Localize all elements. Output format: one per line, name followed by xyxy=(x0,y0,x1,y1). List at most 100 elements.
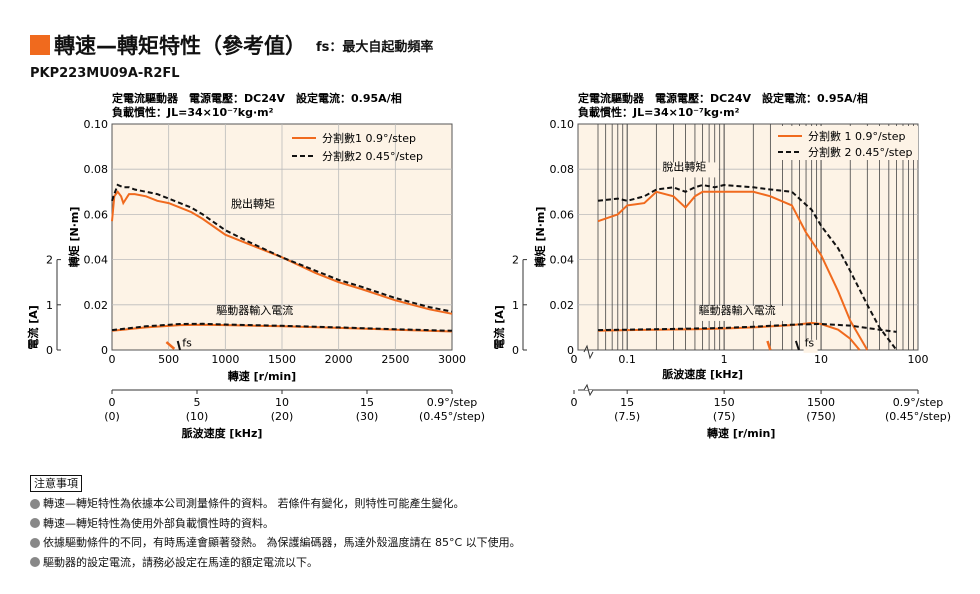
notes: 注意事項 轉速—轉矩特性為依據本公司測量條件的資料。 若條件有變化，則特性可能產… xyxy=(30,474,521,572)
annotation-current: 驅動器輸入電流 xyxy=(216,303,293,317)
axis-break-mark xyxy=(583,344,594,360)
pulse-tick-label: 0.9°/step xyxy=(427,396,478,409)
rpm-tick-label-2: (7.5) xyxy=(614,410,640,423)
x-tick-label: 1500 xyxy=(268,353,296,366)
current-tick-label: 1 xyxy=(46,299,53,312)
current-tick-label: 0 xyxy=(512,344,519,357)
y-tick-label: 0.06 xyxy=(84,208,109,221)
y-axis-label: 轉矩 [N·m] xyxy=(67,207,81,268)
y-tick-label: 0.02 xyxy=(550,299,575,312)
label-bg xyxy=(696,305,791,321)
pulse-tick-label: 10 xyxy=(275,396,289,409)
x-tick-label: 100 xyxy=(908,353,929,366)
rpm-tick-label: 0.9°/step xyxy=(893,396,944,409)
annotation-current: 驅動器輸入電流 xyxy=(699,303,776,317)
x-axis-label: 脈波速度 [kHz] xyxy=(662,367,743,381)
legend-label: 分割數 2 0.45°/step xyxy=(808,145,913,159)
fs-marker xyxy=(766,340,772,351)
current-axis-label: 電流 [A] xyxy=(26,305,40,349)
orange-square-icon xyxy=(30,35,50,55)
pulse-tick-label-2: (30) xyxy=(356,410,379,423)
y-axis-label: 轉矩 [N·m] xyxy=(533,207,547,268)
rpm-tick-label-2: (75) xyxy=(713,410,736,423)
rpm-tick-label-2: (750) xyxy=(806,410,836,423)
pulse-tick-label-2: (10) xyxy=(186,410,209,423)
series-line xyxy=(111,322,453,332)
y-tick-label: 0.04 xyxy=(550,254,575,267)
current-axis-label: 電流 [A] xyxy=(492,305,506,349)
x-tick-label: 3000 xyxy=(438,353,466,366)
model-name: PKP223MU09A-R2FL xyxy=(30,66,180,81)
chart-log: 定電流驅動器 電源電壓：DC24V 設定電流：0.95A/相負載慣性：JL=34… xyxy=(492,91,951,440)
pulse-tick-label: 0 xyxy=(109,396,116,409)
y-tick-label: 0.08 xyxy=(84,163,109,176)
rpm-tick-label: 15 xyxy=(620,396,634,409)
y-tick-label: 0 xyxy=(567,344,574,357)
bullet-icon xyxy=(30,498,40,509)
x-tick-label: 0 xyxy=(571,353,578,366)
y-tick-label: 0.04 xyxy=(84,254,109,267)
x-tick-label: 0 xyxy=(109,353,116,366)
legend-bg xyxy=(772,126,918,160)
note-item: 驅動器的設定電流，請務必設定在馬達的額定電流以下。 xyxy=(30,553,521,573)
annotation-pullout: 脫出轉矩 xyxy=(662,159,706,173)
pulse-tick-label-2: (20) xyxy=(271,410,294,423)
x-tick-label: 2500 xyxy=(381,353,409,366)
current-tick-label: 2 xyxy=(512,254,519,267)
pulse-tick-label-2: (0.45°/step) xyxy=(419,410,485,423)
x-tick-label: 0.1 xyxy=(618,353,636,366)
x-tick-label: 1 xyxy=(721,353,728,366)
current-tick-label: 1 xyxy=(512,299,519,312)
x-tick-label: 1000 xyxy=(211,353,239,366)
legend-label: 分割數 1 0.9°/step xyxy=(808,129,906,143)
rpm-tick-label-2: (0.45°/step) xyxy=(885,410,951,423)
current-tick-label: 2 xyxy=(46,254,53,267)
y-tick-label: 0.10 xyxy=(84,118,109,131)
series-line xyxy=(597,322,897,333)
label-bg xyxy=(660,162,719,178)
legend-label: 分割數1 0.9°/step xyxy=(322,131,416,145)
x-tick-label: 500 xyxy=(158,353,179,366)
rpm-tick-label: 1500 xyxy=(807,396,835,409)
series-line xyxy=(597,190,869,351)
rpm-axis-label: 轉速 [r/min] xyxy=(707,426,775,440)
series-line xyxy=(597,183,898,351)
fs-marker xyxy=(165,341,176,350)
x-tick-label: 2000 xyxy=(325,353,353,366)
info-line: 負載慣性：JL=34×10⁻⁷kg·m² xyxy=(578,105,740,119)
annotation-pullout: 脫出轉矩 xyxy=(231,197,275,211)
pulse-tick-label-2: (0) xyxy=(104,410,120,423)
series-line xyxy=(111,190,453,315)
title-bar: 轉速—轉矩特性（參考值） fs：最大自起動頻率 xyxy=(30,30,433,60)
y-tick-label: 0.10 xyxy=(550,118,575,131)
pulse-axis-label: 脈波速度 [kHz] xyxy=(182,426,263,440)
y-tick-label: 0.02 xyxy=(84,299,109,312)
fs-marker xyxy=(794,340,800,351)
y-tick-label: 0 xyxy=(101,344,108,357)
notes-heading: 注意事項 xyxy=(30,475,82,492)
bullet-icon xyxy=(30,518,40,529)
current-tick-label: 0 xyxy=(46,344,53,357)
bullet-icon xyxy=(30,537,40,548)
label-bg xyxy=(803,339,818,353)
series-line xyxy=(111,183,453,313)
pulse-tick-label: 15 xyxy=(360,396,374,409)
note-item: 轉速—轉矩特性為使用外部負載慣性時的資料。 xyxy=(30,514,521,534)
page-title: 轉速—轉矩特性（參考值） xyxy=(54,34,306,58)
rpm-tick-label: 150 xyxy=(714,396,735,409)
annotation-fs: fs xyxy=(182,337,192,350)
chart-linear: 定電流驅動器 電源電壓：DC24V 設定電流：0.95A/相負載慣性：JL=34… xyxy=(26,91,485,440)
info-line: 定電流驅動器 電源電壓：DC24V 設定電流：0.95A/相 xyxy=(112,91,402,105)
x-tick-label: 10 xyxy=(814,353,828,366)
y-tick-label: 0.06 xyxy=(550,208,575,221)
info-line: 負載慣性：JL=34×10⁻⁷kg·m² xyxy=(112,105,274,119)
y-tick-label: 0.08 xyxy=(550,163,575,176)
pulse-tick-label: 5 xyxy=(194,396,201,409)
axis-break-mark xyxy=(583,383,594,397)
x-axis-label: 轉速 [r/min] xyxy=(228,369,296,383)
info-line: 定電流驅動器 電源電壓：DC24V 設定電流：0.95A/相 xyxy=(578,91,868,105)
annotation-fs: fs xyxy=(805,337,815,350)
fs-marker xyxy=(176,340,181,351)
note-item: 依據驅動條件的不同，有時馬達會顯著發熱。 為保護編碼器，馬達外殼溫度請在 85°… xyxy=(30,533,521,553)
legend-label: 分割數2 0.45°/step xyxy=(322,149,423,163)
